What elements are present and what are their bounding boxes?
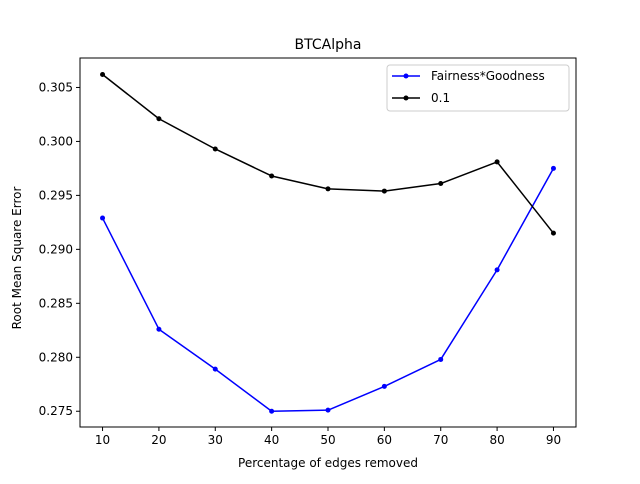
- y-tick-label: 0.280: [39, 350, 73, 364]
- plot-frame: [79, 57, 577, 428]
- legend-swatch-marker: [403, 73, 409, 79]
- axis-ticks: 10 20 30 40 50 60 70 80 90 0.275 0.280 0.285 0.290 0.…: [39, 80, 561, 447]
- data-point: [212, 366, 218, 372]
- y-tick-label: 0.295: [39, 188, 73, 202]
- legend-label: 0.1: [431, 91, 450, 105]
- data-point: [325, 407, 331, 413]
- x-tick-label: 70: [433, 433, 448, 447]
- legend-box: [386, 64, 570, 112]
- data-point: [381, 188, 387, 194]
- data-point: [494, 267, 500, 273]
- legend-swatch-marker: [403, 95, 409, 101]
- x-tick-label: 80: [489, 433, 504, 447]
- x-tick-label: 40: [264, 433, 279, 447]
- data-point: [212, 146, 218, 152]
- legend-label: Fairness*Goodness: [431, 69, 545, 83]
- data-point: [550, 230, 556, 236]
- series-1: [100, 72, 556, 236]
- data-point: [100, 215, 106, 221]
- y-tick-label: 0.300: [39, 134, 73, 148]
- x-tick-label: 50: [320, 433, 335, 447]
- data-point: [100, 72, 106, 78]
- data-point: [438, 356, 444, 362]
- series-layer: [100, 72, 556, 414]
- data-point: [381, 383, 387, 389]
- y-tick-label: 0.305: [39, 80, 73, 94]
- data-point: [325, 186, 331, 192]
- x-tick-label: 60: [377, 433, 392, 447]
- x-tick-label: 30: [208, 433, 223, 447]
- series-line: [101, 168, 555, 412]
- legend: Fairness*Goodness 0.1: [386, 64, 570, 112]
- data-point: [550, 165, 556, 171]
- x-tick-label: 20: [151, 433, 166, 447]
- data-point: [156, 116, 162, 122]
- data-point: [156, 326, 162, 332]
- y-tick-label: 0.285: [39, 296, 73, 310]
- y-tick-label: 0.290: [39, 242, 73, 256]
- data-point: [438, 181, 444, 187]
- chart-title: BTCAlpha: [295, 37, 362, 53]
- data-point: [269, 173, 275, 179]
- y-tick-label: 0.275: [39, 404, 73, 418]
- y-axis-label: Root Mean Square Error: [10, 187, 24, 330]
- x-tick-label: 90: [546, 433, 561, 447]
- data-point: [269, 408, 275, 414]
- series-0: [100, 165, 556, 414]
- x-tick-label: 10: [95, 433, 110, 447]
- data-point: [494, 159, 500, 165]
- x-axis-label: Percentage of edges removed: [238, 456, 418, 470]
